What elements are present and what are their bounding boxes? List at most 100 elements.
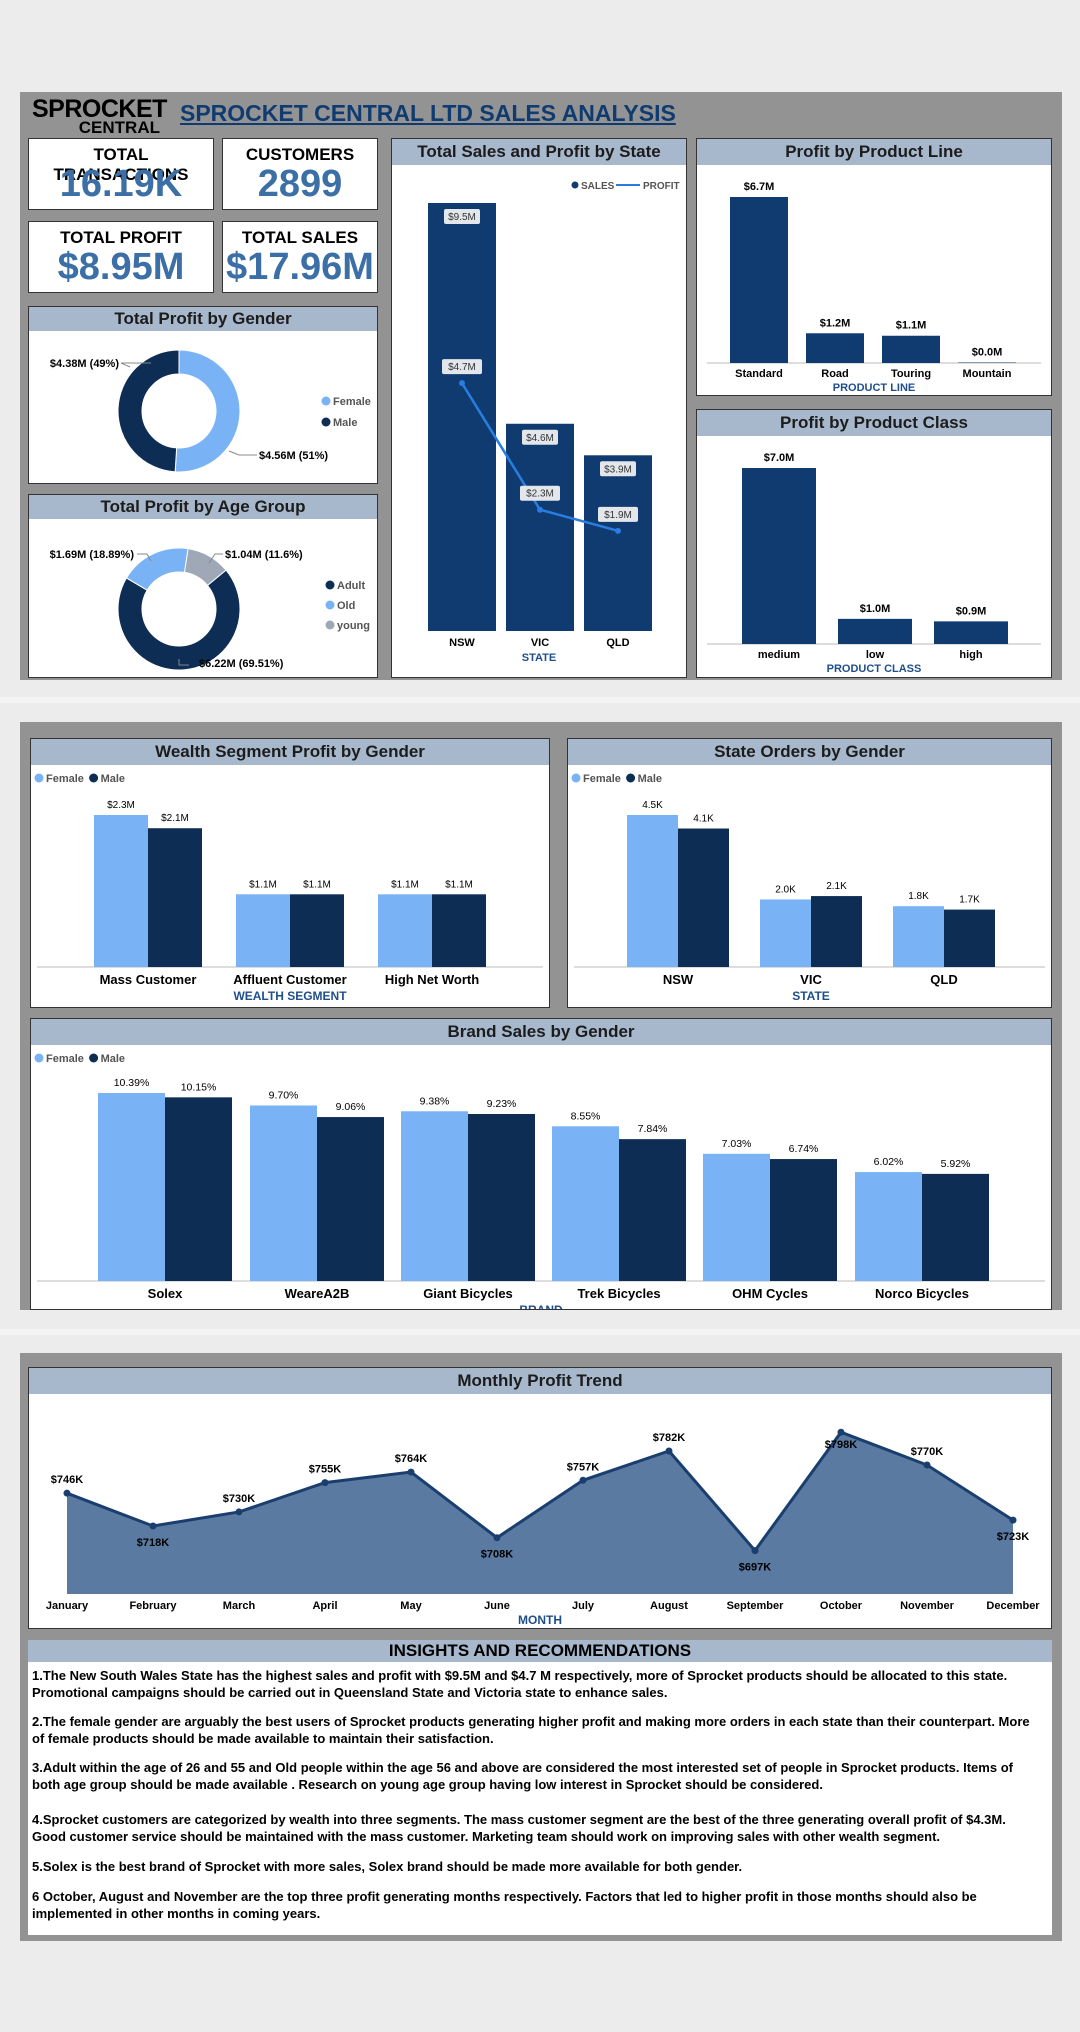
trend-point xyxy=(837,1428,845,1436)
data-label: 7.84% xyxy=(638,1123,668,1135)
label-leader xyxy=(228,450,257,456)
bar-female xyxy=(760,899,811,967)
productclass-chart-title: Profit by Product Class xyxy=(697,410,1051,436)
label-leader xyxy=(137,553,152,562)
logo: SPROCKET CENTRAL xyxy=(32,97,167,137)
x-tick-label: Norco Bicycles xyxy=(875,1286,969,1301)
bar-female xyxy=(94,815,148,967)
donut-slice-old xyxy=(125,547,189,591)
legend-marker xyxy=(34,773,44,783)
data-label: $1.1M xyxy=(896,320,927,332)
kpi-customers: CUSTOMERS 2899 xyxy=(222,138,378,210)
x-tick-label: Trek Bicycles xyxy=(577,1286,660,1301)
legend-label: SALES xyxy=(581,181,615,192)
data-label: $0.0M xyxy=(972,347,1003,359)
data-label: 9.06% xyxy=(336,1101,366,1113)
orders-chart-title: State Orders by Gender xyxy=(568,739,1051,765)
sales-bar xyxy=(584,455,652,631)
orders-chart-card: State Orders by Gender Female Male 4.5K 4.1… xyxy=(567,738,1052,1008)
data-label: $1.0M xyxy=(860,603,891,615)
data-label: $6.7M xyxy=(744,181,775,193)
legend-marker xyxy=(571,181,579,189)
age-donut-chart: $6.22M (69.51%) $1.69M (18.89%) $1.04M (11… xyxy=(50,547,370,671)
legend-marker xyxy=(325,620,335,630)
insight-item: 3.Adult within the age of 26 and 55 and … xyxy=(32,1760,1013,1792)
productline-chart: $6.7M Standard $1.2M Road $1.1M Touring $0.0M M… xyxy=(707,181,1041,394)
data-label: 10.15% xyxy=(181,1081,217,1093)
bar-male xyxy=(290,894,344,967)
sales-label-box xyxy=(522,429,558,445)
x-tick-label: January xyxy=(46,1600,89,1612)
legend-label: Female xyxy=(46,773,84,785)
data-label: $697K xyxy=(739,1562,771,1574)
x-axis-title: PRODUCT CLASS xyxy=(827,663,922,675)
data-label: $730K xyxy=(223,1493,255,1505)
data-label: $1.2M xyxy=(820,317,851,329)
x-tick-label: low xyxy=(866,649,885,661)
kpi-sales-label: TOTAL SALES xyxy=(241,228,359,247)
data-label: 7.03% xyxy=(722,1138,752,1150)
bar xyxy=(806,333,864,363)
bar-male xyxy=(811,896,862,967)
age-chart-card: Total Profit by Age Group $6.22M (69.51%… xyxy=(28,494,378,678)
wealth-chart-card: Wealth Segment Profit by Gender Female Ma… xyxy=(30,738,550,1008)
bar-female xyxy=(378,894,432,967)
x-tick-label: Mountain xyxy=(963,368,1012,380)
legend-label: Old xyxy=(337,600,355,612)
data-label: 9.23% xyxy=(487,1098,517,1110)
kpi-sales-value: $17.96M xyxy=(226,246,374,288)
kpi-profit-label: TOTAL PROFIT xyxy=(60,228,182,247)
brand-sales-chart: Female Male 10.39% 10.15% Solex 9.70% 9.06% Wea… xyxy=(34,1053,1045,1309)
insight-item: 2.The female gender are arguably the bes… xyxy=(32,1714,1030,1746)
brand-chart-title: Brand Sales by Gender xyxy=(31,1019,1051,1045)
bar-female xyxy=(236,894,290,967)
data-label: 10.39% xyxy=(114,1077,150,1089)
data-label: $1.1M xyxy=(445,879,473,890)
donut-slice-male xyxy=(117,349,180,473)
legend-label: Male xyxy=(101,1053,125,1065)
profit-point xyxy=(459,380,465,387)
bar-female xyxy=(703,1153,770,1281)
legend-marker xyxy=(325,580,335,590)
legend-marker xyxy=(89,773,99,783)
bar xyxy=(934,621,1008,644)
bar-female xyxy=(98,1093,165,1281)
sales-data-label: $3.9M xyxy=(604,464,632,475)
x-axis-title: STATE xyxy=(522,652,556,664)
trend-point xyxy=(493,1534,501,1542)
data-label: $764K xyxy=(395,1453,427,1465)
x-tick-label: Mass Customer xyxy=(100,972,197,987)
kpi-transactions-label: TOTAL TRANSACTIONS xyxy=(53,145,189,184)
legend-label: Female xyxy=(583,773,621,785)
profit-label-box xyxy=(442,359,482,375)
legend-marker xyxy=(34,1053,44,1063)
data-label: $718K xyxy=(137,1537,169,1549)
data-label: 6.74% xyxy=(789,1143,819,1155)
trend-point xyxy=(149,1522,157,1530)
bar xyxy=(742,468,816,644)
x-tick-label: March xyxy=(223,1600,256,1612)
monthly-chart-card: Monthly Profit Trend $746K January $718K Fe… xyxy=(28,1367,1052,1629)
legend-label: Male xyxy=(101,773,125,785)
page-title: SPROCKET CENTRAL LTD SALES ANALYSIS xyxy=(180,100,676,126)
x-tick-label: WeareA2B xyxy=(285,1286,350,1301)
data-label: $755K xyxy=(309,1464,341,1476)
data-label: $2.3M xyxy=(107,800,135,811)
x-tick-label: medium xyxy=(758,649,800,661)
data-label: $723K xyxy=(997,1531,1029,1543)
kpi-profit: TOTAL PROFIT $8.95M xyxy=(28,221,214,293)
profit-data-label: $2.3M xyxy=(526,489,554,500)
insights-title: INSIGHTS AND RECOMMENDATIONS xyxy=(28,1640,1052,1662)
data-label: 1.7K xyxy=(959,895,980,906)
sales-data-label: $9.5M xyxy=(448,212,476,223)
legend-marker xyxy=(321,417,331,427)
bar-male xyxy=(165,1097,232,1281)
state-sales-profit-chart: SALES PROFIT $9.5M NSW $4.6M VIC $3.9M QLD $4.7M… xyxy=(428,181,680,664)
donut-slice-adult xyxy=(117,569,241,671)
bar-male xyxy=(148,828,202,967)
insights-card: INSIGHTS AND RECOMMENDATIONS xyxy=(28,1640,1052,1935)
sales-bar xyxy=(428,203,496,631)
data-label: 5.92% xyxy=(941,1158,971,1170)
gender-chart-title: Total Profit by Gender xyxy=(29,307,377,331)
bar xyxy=(958,362,1016,363)
